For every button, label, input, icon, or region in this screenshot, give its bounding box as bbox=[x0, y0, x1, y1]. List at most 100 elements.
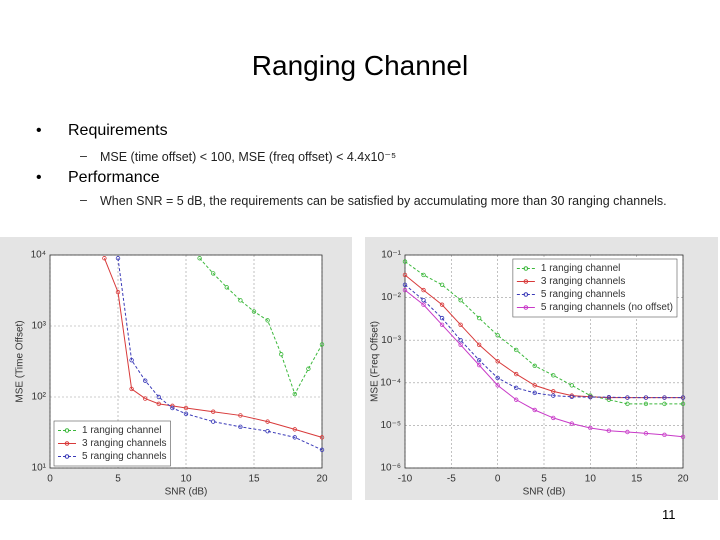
legend-marker bbox=[523, 305, 529, 310]
legend-marker bbox=[523, 266, 529, 271]
x-tick-label: -5 bbox=[447, 474, 456, 485]
y-tick-label: 10⁻⁴ bbox=[380, 377, 401, 388]
marker bbox=[402, 282, 408, 287]
y-tick-label: 10⁴ bbox=[31, 250, 46, 261]
legend-label: 1 ranging channel bbox=[541, 263, 621, 274]
marker bbox=[319, 342, 325, 347]
y-tick-label: 10² bbox=[32, 392, 47, 403]
x-tick-label: 20 bbox=[316, 474, 328, 485]
marker bbox=[210, 409, 216, 414]
marker bbox=[588, 394, 593, 400]
legend-label: 5 ranging channels bbox=[541, 289, 626, 300]
x-tick-label: 0 bbox=[495, 474, 501, 485]
legend: 1 ranging channel 3 ranging channels 5 ran… bbox=[53, 420, 171, 467]
legend: 1 ranging channel 3 ranging channels 5 ran… bbox=[512, 258, 678, 318]
marker bbox=[551, 373, 556, 378]
marker bbox=[680, 395, 686, 400]
series-line bbox=[404, 284, 683, 399]
marker bbox=[238, 298, 243, 303]
marker bbox=[142, 396, 148, 401]
legend-box bbox=[512, 258, 678, 318]
marker bbox=[210, 271, 216, 276]
bullet: • bbox=[36, 122, 42, 139]
x-tick-label: 15 bbox=[248, 474, 260, 485]
chart: 0 5 10 15 20 10¹ 10² 10³ 10⁴ SNR (dB) MSE (Time Of… bbox=[0, 237, 352, 500]
legend-marker bbox=[64, 441, 70, 446]
marker bbox=[197, 256, 202, 261]
y-tick-label: 10¹ bbox=[32, 463, 47, 474]
series-line bbox=[117, 258, 323, 451]
marker bbox=[606, 428, 612, 433]
marker bbox=[183, 411, 189, 416]
marker bbox=[513, 385, 519, 391]
legend-marker bbox=[64, 454, 70, 459]
marker bbox=[476, 342, 482, 347]
marker bbox=[532, 383, 537, 388]
marker bbox=[142, 378, 148, 383]
legend-label: 5 ranging channels bbox=[82, 451, 167, 462]
plot-frame bbox=[49, 254, 323, 469]
marker bbox=[662, 401, 667, 407]
marker bbox=[439, 315, 445, 321]
sub-bullet-text: When SNR = 5 dB, the requirements can be… bbox=[100, 194, 667, 208]
x-tick-label: 20 bbox=[677, 474, 689, 485]
marker bbox=[265, 428, 270, 434]
y-axis-label: MSE (Time Offset) bbox=[15, 320, 26, 402]
x-tick-label: -10 bbox=[398, 474, 413, 485]
marker bbox=[251, 309, 257, 314]
page-number: 11 bbox=[662, 507, 676, 522]
marker bbox=[495, 333, 500, 338]
x-axis-label: SNR (dB) bbox=[523, 487, 566, 498]
marker bbox=[421, 297, 426, 303]
series-line bbox=[404, 289, 684, 438]
marker bbox=[439, 302, 445, 307]
marker bbox=[421, 302, 426, 307]
marker bbox=[265, 419, 270, 424]
y-tick-label: 10⁻³ bbox=[381, 335, 401, 346]
legend-label: 3 ranging channels bbox=[541, 276, 626, 287]
marker bbox=[532, 407, 537, 413]
marker bbox=[625, 401, 630, 407]
marker bbox=[532, 363, 537, 369]
marker bbox=[210, 419, 216, 424]
sub-bullet: – bbox=[80, 149, 87, 163]
marker bbox=[551, 393, 556, 398]
marker bbox=[319, 435, 325, 440]
marker bbox=[495, 383, 500, 388]
legend-marker bbox=[523, 292, 529, 297]
sub-bullet-text: MSE (time offset) < 100, MSE (freq offse… bbox=[100, 150, 397, 164]
marker bbox=[238, 424, 243, 430]
marker bbox=[421, 272, 426, 278]
marker bbox=[292, 391, 297, 397]
marker bbox=[292, 427, 297, 432]
marker bbox=[115, 289, 121, 295]
marker bbox=[643, 395, 649, 400]
marker bbox=[476, 362, 482, 368]
series-line bbox=[103, 258, 323, 438]
x-tick-label: 5 bbox=[115, 474, 121, 485]
marker bbox=[606, 394, 612, 400]
marker bbox=[306, 366, 311, 371]
series-line bbox=[404, 274, 683, 399]
x-tick-label: 10 bbox=[585, 474, 597, 485]
legend-label: 1 ranging channel bbox=[82, 425, 162, 436]
legend-label: 5 ranging channels (no offset) bbox=[541, 302, 673, 313]
y-tick-label: 10⁻¹ bbox=[381, 250, 401, 261]
legend-marker bbox=[523, 279, 529, 284]
y-tick-label: 10⁻⁶ bbox=[380, 463, 401, 474]
marker bbox=[513, 371, 519, 377]
marker bbox=[439, 322, 445, 327]
marker bbox=[532, 390, 537, 396]
marker bbox=[662, 395, 667, 400]
marker bbox=[115, 256, 121, 261]
chart: -10 -5 0 5 10 15 20 10⁻⁶ 10⁻⁵ 10⁻⁴ 10⁻³ 10⁻² 10⁻¹ SNR… bbox=[365, 237, 718, 500]
series-line bbox=[199, 257, 323, 396]
marker bbox=[625, 395, 630, 400]
marker bbox=[183, 405, 189, 411]
marker bbox=[421, 287, 426, 293]
marker bbox=[439, 282, 445, 287]
marker bbox=[458, 337, 463, 343]
slide-title: Ranging Channel bbox=[251, 50, 469, 81]
marker bbox=[643, 431, 649, 436]
x-tick-label: 0 bbox=[47, 474, 53, 485]
